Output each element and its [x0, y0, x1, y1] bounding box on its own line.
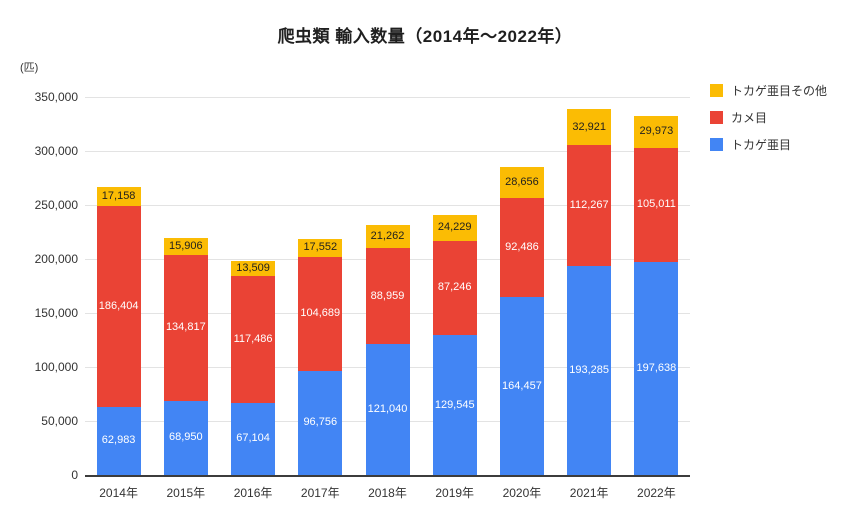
bar-value-label: 117,486 — [233, 332, 273, 345]
x-axis-tick-label: 2018年 — [368, 486, 407, 500]
x-axis-tick-label: 2016年 — [233, 486, 273, 500]
gridline — [85, 97, 690, 98]
y-axis-tick-label: 250,000 — [34, 198, 78, 212]
legend-item-lizard-other[interactable]: トカゲ亜目その他 — [710, 82, 827, 99]
bar-segment-lizard-other[interactable]: 17,552 — [298, 238, 343, 258]
bar-segment-lizard[interactable]: 62,983 — [96, 406, 141, 475]
x-axis-tick-label: 2022年 — [637, 486, 676, 500]
bar-value-label: 186,404 — [98, 299, 139, 312]
bar-value-label: 92,486 — [505, 240, 539, 253]
bar-value-label: 17,552 — [303, 241, 338, 254]
bar-segment-turtle[interactable]: 134,817 — [163, 254, 208, 401]
x-axis-tick-label: 2015年 — [166, 486, 206, 500]
x-axis-tick-label: 2020年 — [502, 486, 542, 500]
bar-value-label: 87,246 — [437, 281, 472, 294]
bar-segment-lizard-other[interactable]: 29,973 — [634, 115, 679, 149]
bar-value-label: 62,983 — [101, 434, 136, 447]
bar-value-label: 129,545 — [434, 398, 475, 411]
y-axis-tick-label: 300,000 — [34, 144, 78, 158]
bar-value-label: 105,011 — [636, 198, 676, 211]
x-axis-tick-label: 2021年 — [569, 486, 609, 500]
y-axis-unit-label: (匹) — [20, 62, 39, 74]
legend-item-turtle[interactable]: カメ目 — [710, 109, 827, 126]
bar-value-label: 88,959 — [370, 289, 405, 302]
bar-segment-turtle[interactable]: 88,959 — [365, 248, 410, 345]
bar-segment-lizard-other[interactable]: 32,921 — [567, 109, 612, 146]
bar-segment-lizard[interactable]: 96,756 — [298, 370, 343, 475]
legend: トカゲ亜目その他 カメ目トカゲ亜目 — [710, 82, 827, 163]
bar-segment-lizard-other[interactable]: 28,656 — [499, 166, 544, 198]
bar-value-label: 29,973 — [639, 125, 674, 138]
legend-item-lizard[interactable]: トカゲ亜目 — [710, 136, 827, 153]
legend-swatch-lizard — [710, 138, 723, 151]
bar-segment-lizard[interactable]: 121,040 — [365, 344, 410, 475]
x-axis-tick-label: 2019年 — [435, 486, 475, 500]
bar-segment-turtle[interactable]: 87,246 — [432, 240, 477, 336]
bar-value-label: 17,158 — [101, 189, 136, 202]
bar-value-label: 121,040 — [367, 403, 408, 416]
bar-value-label: 68,950 — [169, 431, 203, 444]
y-axis-tick-label: 0 — [71, 468, 78, 482]
bar-segment-lizard-other[interactable]: 13,509 — [231, 261, 276, 276]
y-axis-tick-label: 350,000 — [34, 90, 78, 104]
bar-value-label: 28,656 — [505, 175, 539, 188]
bar-segment-turtle[interactable]: 117,486 — [231, 275, 276, 403]
bar-segment-turtle[interactable]: 186,404 — [96, 205, 141, 407]
x-axis-tick-label: 2017年 — [300, 486, 340, 500]
legend-label: カメ目 — [731, 111, 768, 125]
legend-label: トカゲ亜目 — [731, 138, 792, 152]
bar-value-label: 134,817 — [165, 321, 206, 334]
plot-area: 62,983 186,404 17,158 68,950 134,817 15,906 67… — [85, 97, 690, 477]
bar-segment-lizard[interactable]: 129,545 — [432, 335, 477, 475]
bar-value-label: 13,509 — [236, 261, 270, 274]
bar-segment-turtle[interactable]: 92,486 — [499, 197, 544, 298]
bar-segment-lizard[interactable]: 67,104 — [231, 402, 276, 475]
bar-value-label: 104,689 — [300, 307, 341, 320]
bar-segment-lizard[interactable]: 197,638 — [634, 261, 679, 475]
y-axis-tick-label: 100,000 — [34, 360, 78, 374]
legend-label: トカゲ亜目その他 — [731, 84, 828, 98]
y-axis-tick-label: 200,000 — [34, 252, 78, 266]
gridline — [85, 151, 690, 152]
y-axis-tick-label: 50,000 — [41, 414, 78, 428]
bar-segment-lizard[interactable]: 193,285 — [567, 266, 612, 475]
bar-value-label: 193,285 — [569, 364, 610, 377]
bar-value-label: 24,229 — [437, 221, 472, 234]
bar-segment-lizard[interactable]: 68,950 — [163, 400, 208, 475]
bar-value-label: 197,638 — [636, 361, 677, 374]
bar-segment-lizard-other[interactable]: 17,158 — [96, 187, 141, 206]
bar-value-label: 96,756 — [303, 416, 338, 429]
bar-segment-lizard-other[interactable]: 24,229 — [432, 214, 477, 241]
bar-segment-lizard-other[interactable]: 15,906 — [163, 237, 208, 255]
chart-title: 爬虫類 輸入数量（2014年～2022年） — [277, 27, 573, 46]
bar-segment-lizard[interactable]: 164,457 — [499, 297, 544, 475]
legend-swatch-lizard-other — [710, 84, 723, 97]
bar-segment-turtle[interactable]: 112,267 — [567, 145, 612, 267]
y-axis-tick-label: 150,000 — [34, 306, 78, 320]
bar-segment-lizard-other[interactable]: 21,262 — [365, 225, 410, 249]
bar-value-label: 67,104 — [236, 432, 270, 445]
x-axis-tick-label: 2014年 — [99, 486, 138, 500]
bar-segment-turtle[interactable]: 104,689 — [298, 257, 343, 371]
bar-segment-turtle[interactable]: 105,011 — [634, 148, 679, 262]
bar-value-label: 32,921 — [572, 120, 606, 133]
bar-value-label: 112,267 — [569, 199, 609, 212]
bar-value-label: 21,262 — [370, 230, 405, 243]
bar-value-label: 164,457 — [502, 379, 542, 392]
legend-swatch-turtle — [710, 111, 723, 124]
bar-value-label: 15,906 — [169, 239, 203, 252]
gridline — [85, 205, 690, 206]
